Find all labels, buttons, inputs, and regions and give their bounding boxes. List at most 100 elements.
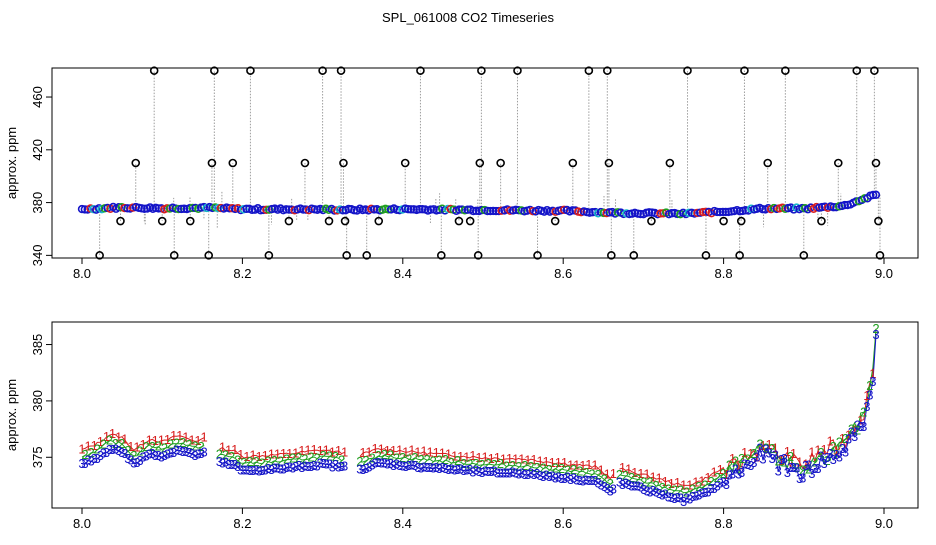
series-marker-3: 3 xyxy=(442,461,449,476)
series-marker-3: 3 xyxy=(118,445,125,460)
outlier-marker xyxy=(185,216,195,226)
top-x-tick-label: 8.2 xyxy=(233,266,251,281)
series-point xyxy=(242,204,251,214)
chart-title: SPL_061008 CO2 Timeseries xyxy=(382,10,554,25)
series-marker-3: 3 xyxy=(393,456,400,471)
series-marker-3: 3 xyxy=(427,460,434,475)
series-marker-3: 3 xyxy=(222,455,229,470)
series-marker-3: 3 xyxy=(652,484,659,499)
series-marker-3: 3 xyxy=(314,459,321,474)
top-x-axis: 8.0 8.2 8.4 8.6 8.8 9.0 xyxy=(73,258,893,281)
series-point xyxy=(840,200,849,210)
series-marker-2: 2 xyxy=(381,447,388,462)
series-marker-3: 3 xyxy=(714,479,721,494)
series-marker-2: 2 xyxy=(515,459,522,474)
outlier-marker xyxy=(416,66,425,75)
series-marker-1: 1 xyxy=(711,465,718,480)
series-point xyxy=(701,207,711,217)
series-marker-1: 1 xyxy=(604,467,611,482)
series-line-2 xyxy=(81,328,877,494)
series-marker-3: 3 xyxy=(741,457,748,472)
series-marker-3: 3 xyxy=(329,459,336,474)
series-marker-3: 3 xyxy=(332,457,339,472)
series-marker-1: 1 xyxy=(121,432,128,447)
top-plot-frame xyxy=(51,67,919,259)
series-marker-2: 2 xyxy=(436,452,443,467)
series-point xyxy=(868,190,878,200)
bottom-series-points: 1111111111111111111111111111111111111111… xyxy=(78,321,879,509)
series-point xyxy=(477,205,487,215)
series-marker-2: 2 xyxy=(332,449,339,464)
series-marker-1: 1 xyxy=(475,450,482,465)
series-marker-3: 3 xyxy=(488,464,495,479)
series-marker-3: 3 xyxy=(686,492,693,507)
series-marker-3: 3 xyxy=(814,461,821,476)
series-marker-1: 1 xyxy=(298,443,305,458)
series-marker-3: 3 xyxy=(387,456,394,471)
outlier-marker xyxy=(246,66,255,75)
outlier-marker xyxy=(740,66,749,75)
series-marker-3: 3 xyxy=(139,449,146,464)
series-marker-1: 1 xyxy=(530,452,537,467)
series-marker-2: 2 xyxy=(94,442,101,457)
series-point xyxy=(469,206,478,216)
top-y-tick-label: 420 xyxy=(30,139,45,161)
series-point xyxy=(415,205,424,214)
series-marker-2: 2 xyxy=(307,450,314,465)
series-marker-3: 3 xyxy=(246,463,253,478)
series-marker-2: 2 xyxy=(744,452,751,467)
series-marker-3: 3 xyxy=(515,466,522,481)
series-marker-3: 3 xyxy=(359,462,366,477)
series-point xyxy=(644,208,654,217)
series-marker-2: 2 xyxy=(314,451,321,466)
series-marker-3: 3 xyxy=(216,454,223,469)
series-marker-3: 3 xyxy=(460,463,467,478)
series-marker-3: 3 xyxy=(188,446,195,461)
series-marker-1: 1 xyxy=(869,366,876,381)
series-point xyxy=(213,203,223,213)
series-marker-3: 3 xyxy=(301,458,308,473)
outlier-marker xyxy=(763,158,773,168)
series-marker-1: 1 xyxy=(97,434,104,449)
series-marker-3: 3 xyxy=(97,448,104,463)
series-marker-3: 3 xyxy=(588,473,595,488)
bottom-series-lines xyxy=(81,328,877,503)
outlier-marker xyxy=(264,251,274,260)
series-point xyxy=(188,203,197,213)
series-marker-3: 3 xyxy=(604,481,611,496)
series-marker-1: 1 xyxy=(820,442,827,457)
series-point xyxy=(262,205,271,215)
series-marker-1: 1 xyxy=(778,453,785,468)
series-marker-1: 1 xyxy=(567,457,574,472)
series-marker-3: 3 xyxy=(833,447,840,462)
series-marker-1: 1 xyxy=(845,428,852,443)
series-marker-3: 3 xyxy=(265,461,272,476)
series-marker-3: 3 xyxy=(598,477,605,492)
series-marker-3: 3 xyxy=(152,448,159,463)
outlier-marker xyxy=(336,66,346,75)
bottom-panel: approx. ppm 375 380 385 8.0 8.2 8.4 8.6 8.8 9.0… xyxy=(4,321,919,531)
series-marker-2: 2 xyxy=(836,434,843,449)
series-marker-3: 3 xyxy=(796,471,803,486)
series-marker-3: 3 xyxy=(546,469,553,484)
bottom-y-tick-label: 380 xyxy=(30,390,45,412)
series-point xyxy=(330,206,339,215)
series-marker-3: 3 xyxy=(436,461,443,476)
series-marker-3: 3 xyxy=(753,450,760,465)
series-marker-3: 3 xyxy=(271,461,278,476)
series-marker-2: 2 xyxy=(442,452,449,467)
series-marker-1: 1 xyxy=(408,442,415,457)
series-marker-2: 2 xyxy=(848,421,855,436)
series-point xyxy=(338,206,348,215)
series-marker-3: 3 xyxy=(286,459,293,474)
series-marker-3: 3 xyxy=(274,461,281,476)
outlier-marker xyxy=(374,216,384,226)
series-marker-2: 2 xyxy=(732,453,739,468)
series-marker-3: 3 xyxy=(310,458,317,473)
series-marker-1: 1 xyxy=(469,448,476,463)
series-marker-2: 2 xyxy=(265,454,272,469)
series-marker-3: 3 xyxy=(668,490,675,505)
series-marker-3: 3 xyxy=(341,459,348,474)
series-marker-3: 3 xyxy=(475,464,482,479)
series-marker-3: 3 xyxy=(454,462,461,477)
